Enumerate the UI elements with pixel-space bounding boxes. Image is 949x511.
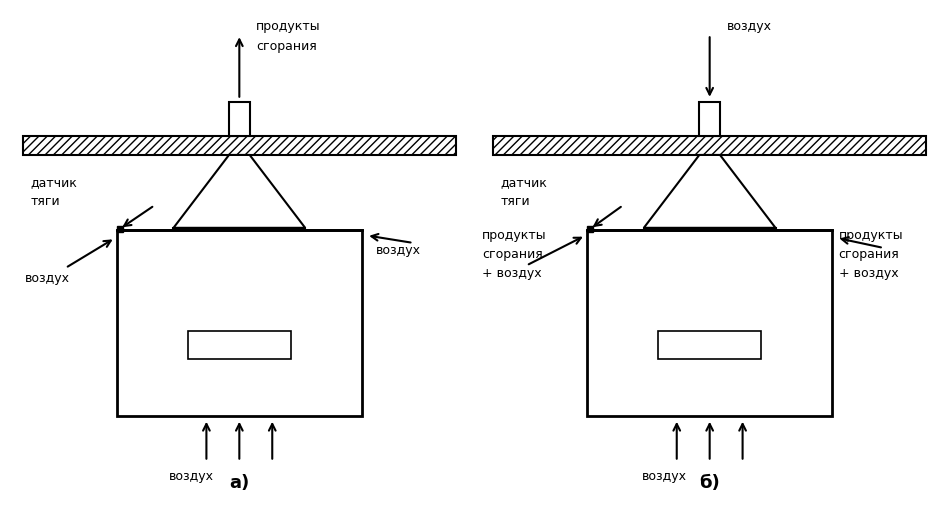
Text: воздух: воздух — [25, 272, 70, 285]
Polygon shape — [174, 155, 306, 228]
Text: датчик: датчик — [501, 176, 548, 189]
Text: а): а) — [230, 474, 250, 492]
Bar — [658, 331, 761, 359]
Text: тяги: тяги — [30, 195, 60, 207]
Polygon shape — [643, 155, 775, 228]
Text: воздух: воздух — [376, 244, 420, 257]
Text: датчик: датчик — [30, 176, 78, 189]
Bar — [23, 136, 456, 155]
Text: сгорания: сгорания — [482, 248, 543, 261]
Text: продукты: продукты — [482, 229, 547, 242]
Text: сгорания: сгорания — [256, 40, 317, 53]
Text: продукты: продукты — [839, 229, 903, 242]
Bar — [188, 331, 291, 359]
Bar — [699, 102, 720, 136]
Text: + воздух: + воздух — [482, 267, 542, 280]
Text: воздух: воздух — [727, 20, 772, 33]
Text: тяги: тяги — [501, 195, 530, 207]
Text: + воздух: + воздух — [839, 267, 898, 280]
Text: б): б) — [699, 474, 720, 492]
Text: воздух: воздух — [169, 470, 214, 483]
Text: сгорания: сгорания — [839, 248, 900, 261]
Bar — [229, 102, 250, 136]
Bar — [587, 230, 832, 416]
Bar — [117, 230, 362, 416]
Text: воздух: воздух — [642, 470, 687, 483]
Bar — [493, 136, 926, 155]
Text: продукты: продукты — [256, 20, 321, 33]
